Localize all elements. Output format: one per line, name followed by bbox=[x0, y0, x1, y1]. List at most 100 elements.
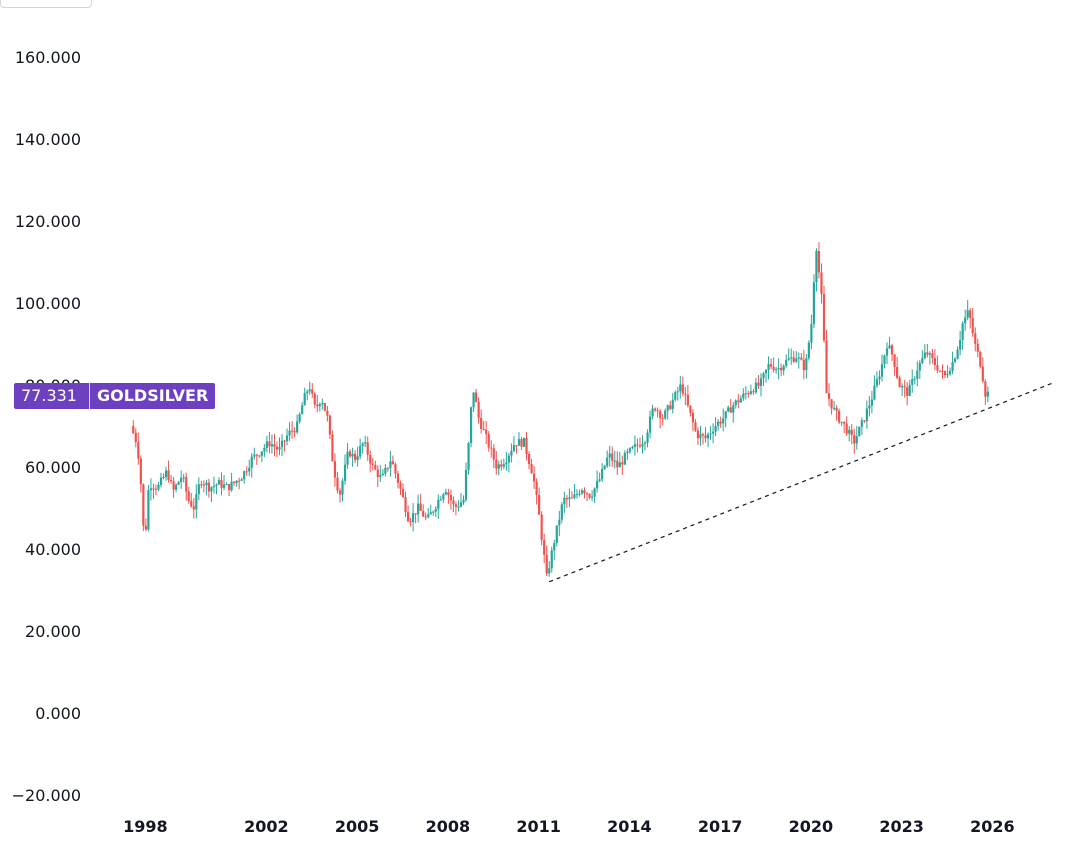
candle-body bbox=[838, 410, 841, 423]
candle-body bbox=[752, 391, 755, 393]
candle-body bbox=[452, 500, 455, 505]
candle-body bbox=[868, 405, 871, 409]
candle-body bbox=[593, 488, 596, 497]
candle-body bbox=[916, 370, 919, 379]
candle-body bbox=[974, 333, 977, 344]
candle-body bbox=[885, 348, 889, 356]
candle-body bbox=[722, 418, 725, 424]
candle-body bbox=[817, 250, 821, 273]
candle-body bbox=[575, 493, 579, 495]
candle-body bbox=[928, 353, 931, 355]
candle-body bbox=[361, 443, 364, 447]
candle-body bbox=[616, 460, 619, 468]
candle-body bbox=[311, 389, 314, 394]
y-tick-label: 20.000 bbox=[25, 622, 81, 641]
candle-body bbox=[288, 430, 291, 436]
candle-body bbox=[381, 473, 384, 475]
candle-body bbox=[890, 345, 894, 355]
candle-body bbox=[525, 437, 528, 454]
candle-body bbox=[233, 481, 236, 483]
candle-body bbox=[200, 484, 203, 486]
candle-body bbox=[356, 456, 359, 460]
candle-body bbox=[293, 431, 296, 433]
candle-body bbox=[283, 440, 286, 442]
candle-body bbox=[235, 480, 238, 483]
candle-body bbox=[921, 358, 924, 363]
candle-body bbox=[734, 400, 737, 406]
candle-body bbox=[202, 484, 205, 486]
candle-body bbox=[656, 410, 659, 412]
candle-body bbox=[666, 405, 669, 411]
candle-body bbox=[759, 378, 763, 386]
candle-body bbox=[908, 384, 911, 396]
candle-body bbox=[706, 434, 710, 439]
x-tick-label: 2017 bbox=[698, 817, 743, 836]
candle-body bbox=[648, 416, 652, 433]
candle-body bbox=[901, 386, 904, 388]
candle-body bbox=[906, 387, 909, 396]
candle-body bbox=[956, 349, 959, 359]
candle-body bbox=[880, 364, 884, 377]
candle-body bbox=[933, 358, 937, 366]
candle-body bbox=[802, 359, 805, 371]
candle-body bbox=[192, 506, 195, 510]
candle-body bbox=[147, 490, 150, 530]
candle-body bbox=[245, 471, 248, 473]
candle-body bbox=[290, 430, 294, 432]
candle-body bbox=[875, 379, 879, 386]
candle-body bbox=[341, 480, 344, 495]
candle-body bbox=[749, 391, 752, 394]
candle-body bbox=[149, 488, 153, 491]
candle-body bbox=[986, 391, 989, 397]
candle-body bbox=[457, 506, 460, 508]
candle-body bbox=[769, 364, 773, 367]
candle-body bbox=[835, 407, 838, 411]
candle-body bbox=[154, 488, 158, 490]
candle-body bbox=[374, 464, 377, 470]
candle-body bbox=[182, 477, 185, 479]
candle-body bbox=[790, 357, 793, 359]
candle-body bbox=[394, 464, 397, 474]
candle-body bbox=[308, 389, 311, 392]
corner-control[interactable] bbox=[0, 0, 92, 8]
candle-body bbox=[598, 479, 601, 481]
candle-body bbox=[583, 490, 586, 494]
candle-body bbox=[810, 324, 813, 343]
candle-body bbox=[603, 465, 606, 469]
candle-body bbox=[704, 435, 707, 439]
candle-body bbox=[386, 467, 389, 469]
candle-body bbox=[981, 366, 984, 382]
candle-body bbox=[464, 469, 468, 500]
candle-body bbox=[936, 365, 939, 371]
candle-body bbox=[187, 491, 190, 501]
candle-body bbox=[532, 473, 536, 482]
candle-body bbox=[285, 435, 289, 442]
candle-body bbox=[926, 352, 929, 355]
candle-series bbox=[132, 242, 989, 577]
candle-body bbox=[848, 429, 851, 434]
candle-body bbox=[240, 479, 243, 481]
candle-body bbox=[142, 484, 145, 526]
candle-body bbox=[621, 462, 624, 465]
candle-body bbox=[243, 471, 246, 480]
candle-body bbox=[762, 373, 765, 379]
candle-body bbox=[157, 485, 160, 490]
candle-body bbox=[449, 495, 453, 501]
candle-body bbox=[870, 399, 873, 406]
candle-body bbox=[432, 511, 435, 513]
candle-body bbox=[822, 293, 826, 341]
candle-body bbox=[442, 494, 445, 500]
candle-body bbox=[459, 502, 463, 507]
candle-body bbox=[669, 405, 672, 409]
trendline[interactable] bbox=[549, 382, 1054, 583]
candle-body bbox=[691, 412, 695, 423]
candle-body bbox=[729, 407, 732, 413]
candle-body bbox=[827, 393, 831, 400]
x-tick-label: 2011 bbox=[516, 817, 561, 836]
candle-body bbox=[343, 464, 347, 481]
candle-body bbox=[180, 477, 183, 483]
candle-body bbox=[724, 411, 727, 419]
candle-body bbox=[684, 393, 687, 395]
candle-body bbox=[807, 342, 810, 359]
